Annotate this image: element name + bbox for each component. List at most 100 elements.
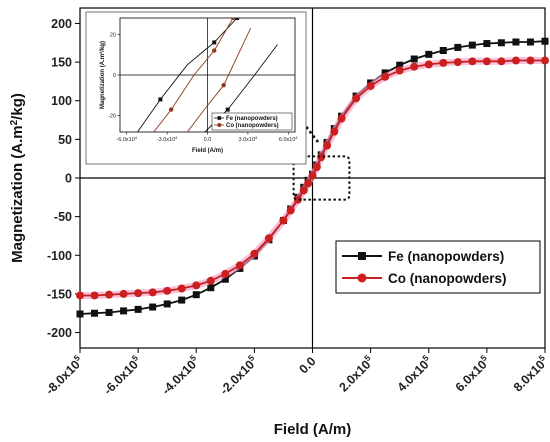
inset-data-point [158,97,163,102]
y-tick-label: -150 [47,287,72,301]
legend-label: Co (nanopowders) [388,271,507,286]
y-tick-label: -50 [54,210,72,224]
data-point [330,127,339,136]
data-point [105,308,113,316]
data-point [149,303,157,311]
series-co [76,56,549,300]
inset-x-tick-label: 6.0x104 [279,135,299,144]
data-point [454,43,462,51]
y-axis-title: Magnetization (A.m2/kg) [9,93,27,263]
data-point [425,50,433,58]
data-point [221,275,229,283]
inset-legend-swatch-marker [217,116,222,120]
data-point [192,281,201,290]
data-point [119,289,128,298]
data-point [91,309,99,317]
legend-box [335,240,541,294]
inset-data-point [221,82,226,88]
data-point [453,58,462,67]
data-point [526,38,534,46]
data-point [206,276,215,285]
data-point [317,153,326,162]
inset-x-tick-label: 3.0x104 [239,135,259,144]
data-point [163,300,171,308]
inset-series-line [137,18,238,132]
data-point [468,57,477,66]
zoom-region-box [292,155,351,201]
x-axis-title: Field (A/m) [274,421,352,438]
inset-plot: -20 0 20 -6.0x104 -3.0x104 0.0 3.0x104 6.0x104 F… [85,11,307,165]
legend: Fe (nanopowders) Co (nanopowders) [335,240,541,294]
inset-legend-label: Fe (nanopowders) [226,116,278,122]
data-point [381,72,390,81]
x-tick-label: 2.0x105 [335,353,377,395]
inset-data-point [168,107,174,112]
legend-label: Fe (nanopowders) [388,249,504,264]
inset-x-tick-label: 0.0 [204,137,212,143]
data-point [337,114,346,123]
y-tick-label: 50 [58,133,72,147]
data-point [192,291,200,299]
inset-y-tick-label: 0 [113,73,116,79]
data-point [512,38,520,46]
data-point [541,37,549,45]
data-point [410,55,418,63]
data-point [308,171,317,180]
inset-y-tick-label: -20 [108,114,116,120]
data-point [134,289,143,298]
legend-swatch-marker [358,252,366,260]
data-point [120,307,128,315]
data-point [395,66,404,75]
data-point [286,206,295,215]
data-point [424,60,433,69]
inset-background [85,11,307,165]
inset-series-co [153,18,252,132]
inset-series-line [186,28,252,132]
inset-x-tick-label: -6.0x104 [116,135,137,144]
data-point [76,291,84,300]
data-point [90,291,99,300]
x-tick-label: -2.0x105 [216,353,261,398]
y-tick-label: 0 [65,172,72,186]
data-point [163,286,172,295]
data-point [439,58,448,67]
data-point [178,296,186,304]
inset-data-point [230,18,236,21]
x-tick-label: 0.0 [296,354,318,376]
data-point [312,163,321,172]
data-point [134,305,142,313]
data-point [323,141,332,150]
y-tick-label: 150 [51,56,72,70]
inset-x-tick-label: -3.0x104 [157,135,178,144]
inset-data-point [212,48,217,53]
data-point [497,57,506,66]
y-tick-label: 100 [51,94,72,108]
data-point [511,56,520,65]
data-point [207,284,215,292]
y-tick-label: -200 [47,326,72,340]
data-point [105,290,114,299]
data-point [410,62,419,71]
inset-y-tick-label: 20 [110,32,116,38]
inset-data-point [212,40,217,45]
data-point [352,94,361,103]
inset-x-axis-title: Field (A/m) [192,148,223,154]
data-point [221,269,230,278]
y-tick-label: -100 [47,249,72,263]
x-tick-label: 8.0x105 [509,353,550,395]
inset-data-point [235,18,240,20]
x-tick-label: -6.0x105 [100,353,145,398]
data-point [148,288,157,297]
data-point [497,39,505,47]
data-point [293,195,302,204]
x-tick-label: -8.0x105 [41,353,86,398]
data-point [76,310,84,318]
data-point [279,216,288,225]
data-point [264,234,273,243]
data-point [366,82,375,91]
inset-legend-label: Co (nanopowders) [226,123,279,129]
x-tick-label: 4.0x105 [393,353,435,395]
data-point [541,56,549,65]
data-point [468,41,476,49]
